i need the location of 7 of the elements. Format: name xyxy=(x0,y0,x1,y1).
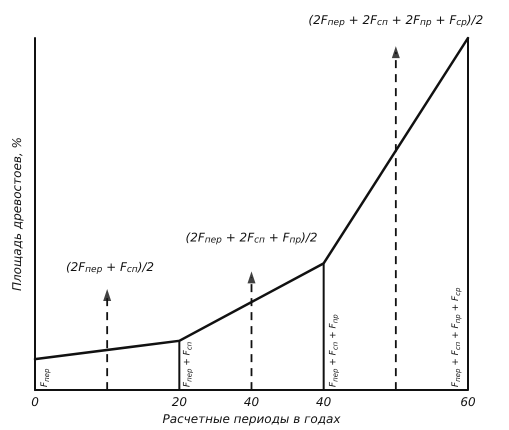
x-tick-label: 0 xyxy=(31,395,40,410)
x-tick-label: 20 xyxy=(172,395,188,410)
x-tick-label: 40 xyxy=(244,395,260,410)
x-axis-title: Расчетные периоды в годах xyxy=(162,412,342,426)
y-axis-title: Площадь древостоев, % xyxy=(10,137,24,292)
x-tick-label: 60 xyxy=(460,395,476,410)
x-tick-label: 40 xyxy=(316,395,332,410)
